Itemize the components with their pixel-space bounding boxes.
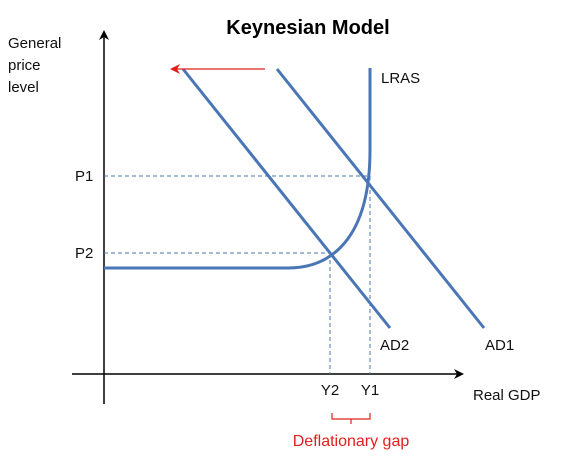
lras-label: LRAS — [381, 70, 420, 87]
ad2-curve — [181, 68, 392, 329]
y-axis-label-line-1: General — [8, 35, 61, 52]
p1-label: P1 — [75, 168, 93, 185]
y-axis-label-line-2: price — [8, 57, 41, 74]
ad1-label: AD1 — [485, 337, 514, 354]
x-axis-label: Real GDP — [473, 387, 541, 404]
lras-curve — [104, 68, 372, 270]
y2-label: Y2 — [321, 382, 339, 399]
y1-label: Y1 — [361, 382, 379, 399]
gap-bracket — [331, 413, 371, 424]
diagram-title: Keynesian Model — [226, 17, 389, 39]
y-axis-label-line-3: level — [8, 79, 39, 96]
ad1-curve — [275, 68, 486, 329]
deflationary-gap-label: Deflationary gap — [293, 433, 410, 450]
ad2-label: AD2 — [380, 337, 409, 354]
p2-label: P2 — [75, 245, 93, 262]
